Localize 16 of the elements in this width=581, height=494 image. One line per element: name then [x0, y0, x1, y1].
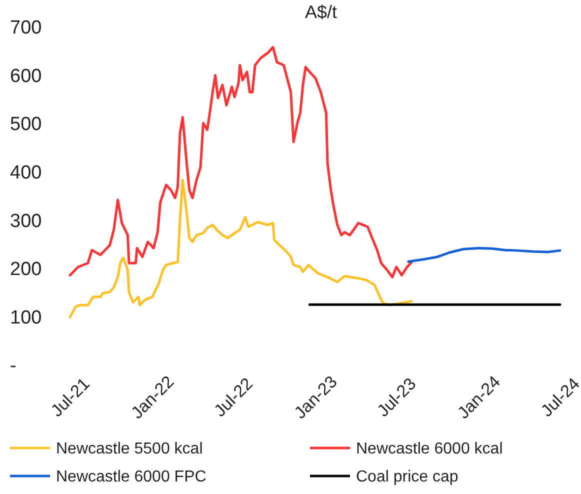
- y-tick-label: 600: [10, 66, 42, 87]
- line-series: [407, 246, 562, 263]
- y-tick-label: -: [10, 356, 16, 377]
- line-series: [68, 178, 413, 318]
- legend-label: Newcastle 5500 kcal: [56, 440, 203, 458]
- y-tick-label: 200: [10, 259, 42, 280]
- y-tick-label: 500: [10, 114, 42, 136]
- line-series: [68, 46, 413, 278]
- y-tick-label: 100: [10, 307, 42, 328]
- legend-label: Newcastle 6000 FPC: [56, 468, 206, 486]
- y-tick-label: 700: [10, 18, 42, 39]
- y-tick-label: 300: [10, 210, 42, 232]
- legend-label: Newcastle 6000 kcal: [356, 440, 503, 458]
- y-tick-label: 400: [10, 162, 42, 184]
- legend-label: Coal price cap: [356, 468, 458, 486]
- y-axis-title: A$/t: [304, 2, 338, 22]
